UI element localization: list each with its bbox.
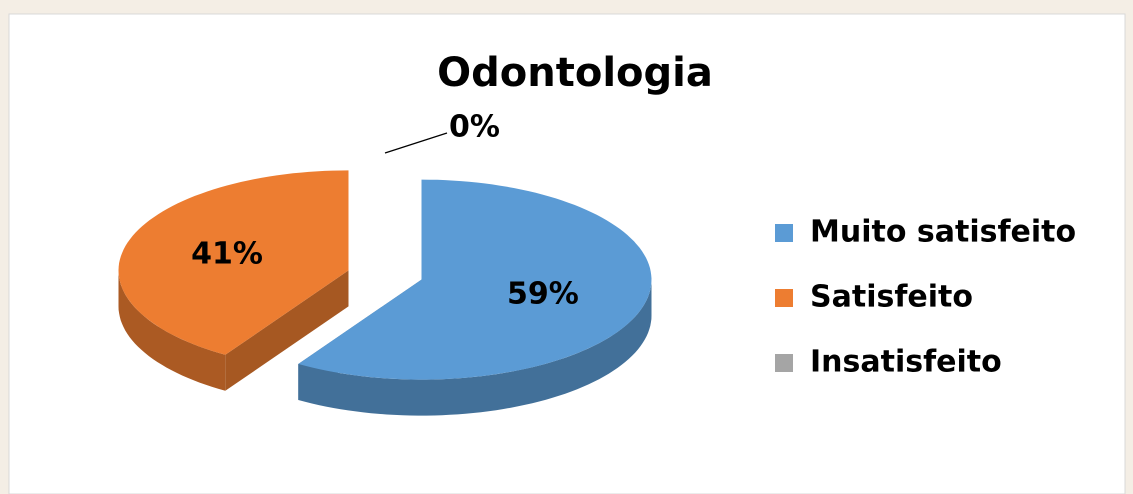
data-label: 41% [191,237,263,272]
legend-label: Insatisfeito [810,345,1002,380]
slice-top [118,170,349,355]
legend-label: Satisfeito [810,280,973,315]
slice-top [298,179,652,380]
slice-cut-face [225,270,349,391]
chart-title: Odontologia [437,50,713,96]
pie-slice [118,170,349,391]
data-label: 0% [449,110,500,145]
slice-side [298,279,652,416]
legend-swatch [775,289,793,307]
pie-slice [298,179,652,416]
legend-label: Muito satisfeito [810,215,1076,250]
leader-line [384,132,448,154]
legend-swatch [775,354,793,372]
slice-side [118,270,226,391]
data-label: 59% [507,276,579,311]
legend-swatch [775,224,793,242]
